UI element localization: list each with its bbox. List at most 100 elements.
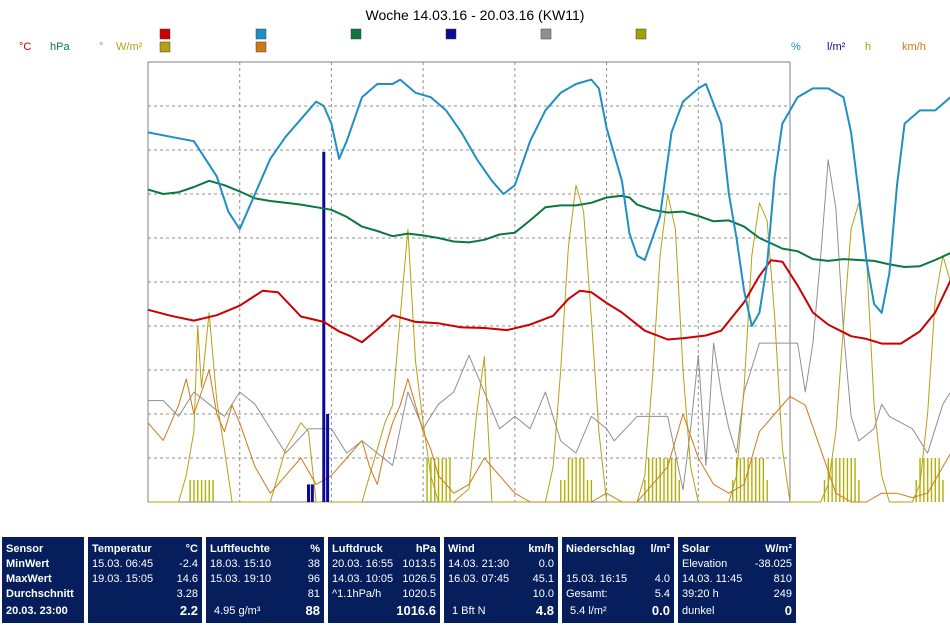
rain-total-value: 5.4 [654, 588, 670, 600]
sunshine-bar [831, 458, 833, 502]
temperature-max-value: 14.6 [176, 573, 198, 585]
panel-rain: Niederschlag l/m² 15.03. 16:15 4.0 Gesamt:… [562, 537, 674, 623]
sunshine-bar [942, 480, 944, 502]
sunshine-bar [938, 458, 940, 502]
pressure-avg-value: 1020.5 [402, 588, 436, 600]
temperature-unit-label: °C [19, 41, 31, 53]
humidity-min-value: 38 [307, 558, 320, 570]
sunshine-bar [579, 458, 581, 502]
panel-humidity: Luftfeuchte% 18.03. 15:10 38 15.03. 19:10… [206, 537, 324, 623]
sunshine-bar [674, 458, 677, 502]
wind-title: Wind [448, 543, 475, 555]
sunshine-bar [189, 480, 191, 502]
sunshine-bar [739, 458, 742, 502]
legend-swatch [159, 41, 171, 53]
sunshine-bar [644, 480, 646, 502]
sunshine-bar [445, 458, 447, 502]
panel-temperature: Temperatur °C 15.03. 06:45 -2.4 19.03. 15:… [88, 537, 202, 623]
humidity-absolute: 4.95 g/m³ [214, 605, 261, 617]
label-sensor: Sensor [6, 543, 44, 555]
sunshine-bar [735, 458, 738, 502]
solar-unit: W/m² [765, 543, 792, 555]
rain-bar [307, 484, 310, 502]
panel-solar: Solar W/m² Elevation -38.025 14.03. 11:45 8… [678, 537, 796, 623]
solar-elevation-label: Elevation [682, 558, 728, 570]
wind-max-time: 16.03. 07:45 [448, 573, 510, 585]
sunshine-bar [842, 458, 845, 502]
humidity-title: Luftfeuchte [210, 543, 270, 555]
sunshine-bar [449, 458, 451, 502]
wind-max-value: 45.1 [532, 573, 554, 585]
panel-pressure: Luftdruck hPa 20.03. 16:55 1013.5 14.03. 1… [328, 537, 440, 623]
sunshine-bar [571, 458, 573, 502]
humidity-unit: % [310, 543, 320, 555]
sunshine-bar [926, 458, 929, 502]
sunshine-bar [755, 458, 757, 502]
sunshine-bar [758, 458, 761, 502]
sunshine-bar [560, 480, 562, 502]
sunshine-bar [923, 458, 925, 502]
sunshine-bar [437, 458, 440, 502]
sunshine-bar [590, 480, 593, 502]
rain-title: Niederschlag [566, 543, 636, 555]
wind-min-value: 0.0 [538, 558, 554, 570]
temperature-min-value: -2.4 [179, 558, 198, 570]
sunshine-bar [846, 458, 849, 502]
temperature-current: 2.2 [179, 603, 198, 618]
solar-max-value: 810 [773, 573, 792, 585]
solar-elevation-value: -38.025 [754, 558, 792, 570]
wind-unit: km/h [528, 543, 554, 555]
sunshine-bar [835, 458, 837, 502]
label-min: MinWert [6, 558, 50, 570]
pressure-unit: hPa [415, 543, 436, 555]
temperature-max-time: 19.03. 15:05 [92, 573, 154, 585]
wind-avg-value: 10.0 [532, 588, 554, 600]
sunshine-bar [434, 458, 436, 502]
sunshine-bar [827, 458, 830, 502]
pressure-min-value: 1013.5 [402, 558, 436, 570]
humidity-unit-label: % [791, 41, 801, 53]
series-layer [147, 78, 950, 503]
sunshine-bar [762, 458, 765, 502]
humidity-current: 88 [305, 603, 320, 618]
sunshine-bar [915, 480, 917, 502]
sunshine-bar [430, 458, 432, 502]
legend-swatch [255, 41, 267, 53]
solar-sunshine-hours: 39:20 h [682, 588, 719, 600]
pressure-trend: ^1.1hPa/h [332, 588, 382, 600]
sunshine-bar [854, 458, 856, 502]
humidity-avg-value: 81 [307, 588, 320, 600]
pressure-current: 1016.6 [396, 603, 436, 618]
sunshine-bar [743, 458, 745, 502]
sunshine-bar [678, 480, 680, 502]
panel-labels: Sensor MinWert MaxWert Durchschnitt 20.0… [2, 537, 84, 623]
legend-swatch [350, 28, 362, 40]
sunshine-bar [204, 480, 207, 502]
sunshine-bar [751, 458, 753, 502]
sunshine-unit-label: h [865, 41, 871, 53]
rain-bar [326, 414, 330, 502]
label-timestamp: 20.03. 23:00 [6, 605, 68, 617]
sunshine-bar [766, 480, 768, 502]
solar-max-time: 14.03. 11:45 [682, 573, 743, 585]
rain-bar [310, 484, 314, 502]
solar-unit-label: W/m² [116, 41, 143, 53]
weather-chart: °C hPa ° W/m² % l/m² h km/h Woche 14.03.… [19, 7, 950, 503]
unit-labels: °C hPa ° W/m² % l/m² h km/h [19, 41, 926, 53]
sunshine-bar [850, 458, 852, 502]
pressure-max-time: 14.03. 10:05 [332, 573, 394, 585]
sunshine-bar [670, 458, 673, 502]
legend [159, 28, 647, 53]
rain-bar [322, 151, 326, 502]
wind-current: 4.8 [535, 603, 554, 618]
pressure-min-time: 20.03. 16:55 [332, 558, 394, 570]
rain-total-label: Gesamt: [566, 588, 608, 600]
rain-max-time: 15.03. 16:15 [566, 573, 628, 585]
legend-swatch [540, 28, 552, 40]
sunshine-bar [823, 480, 826, 502]
sunshine-bar [659, 458, 661, 502]
sunshine-bar [426, 458, 428, 502]
rain-unit: l/m² [650, 543, 670, 555]
sunshine-bar [858, 480, 860, 502]
statistics-table: Sensor MinWert MaxWert Durchschnitt 20.0… [0, 535, 950, 625]
